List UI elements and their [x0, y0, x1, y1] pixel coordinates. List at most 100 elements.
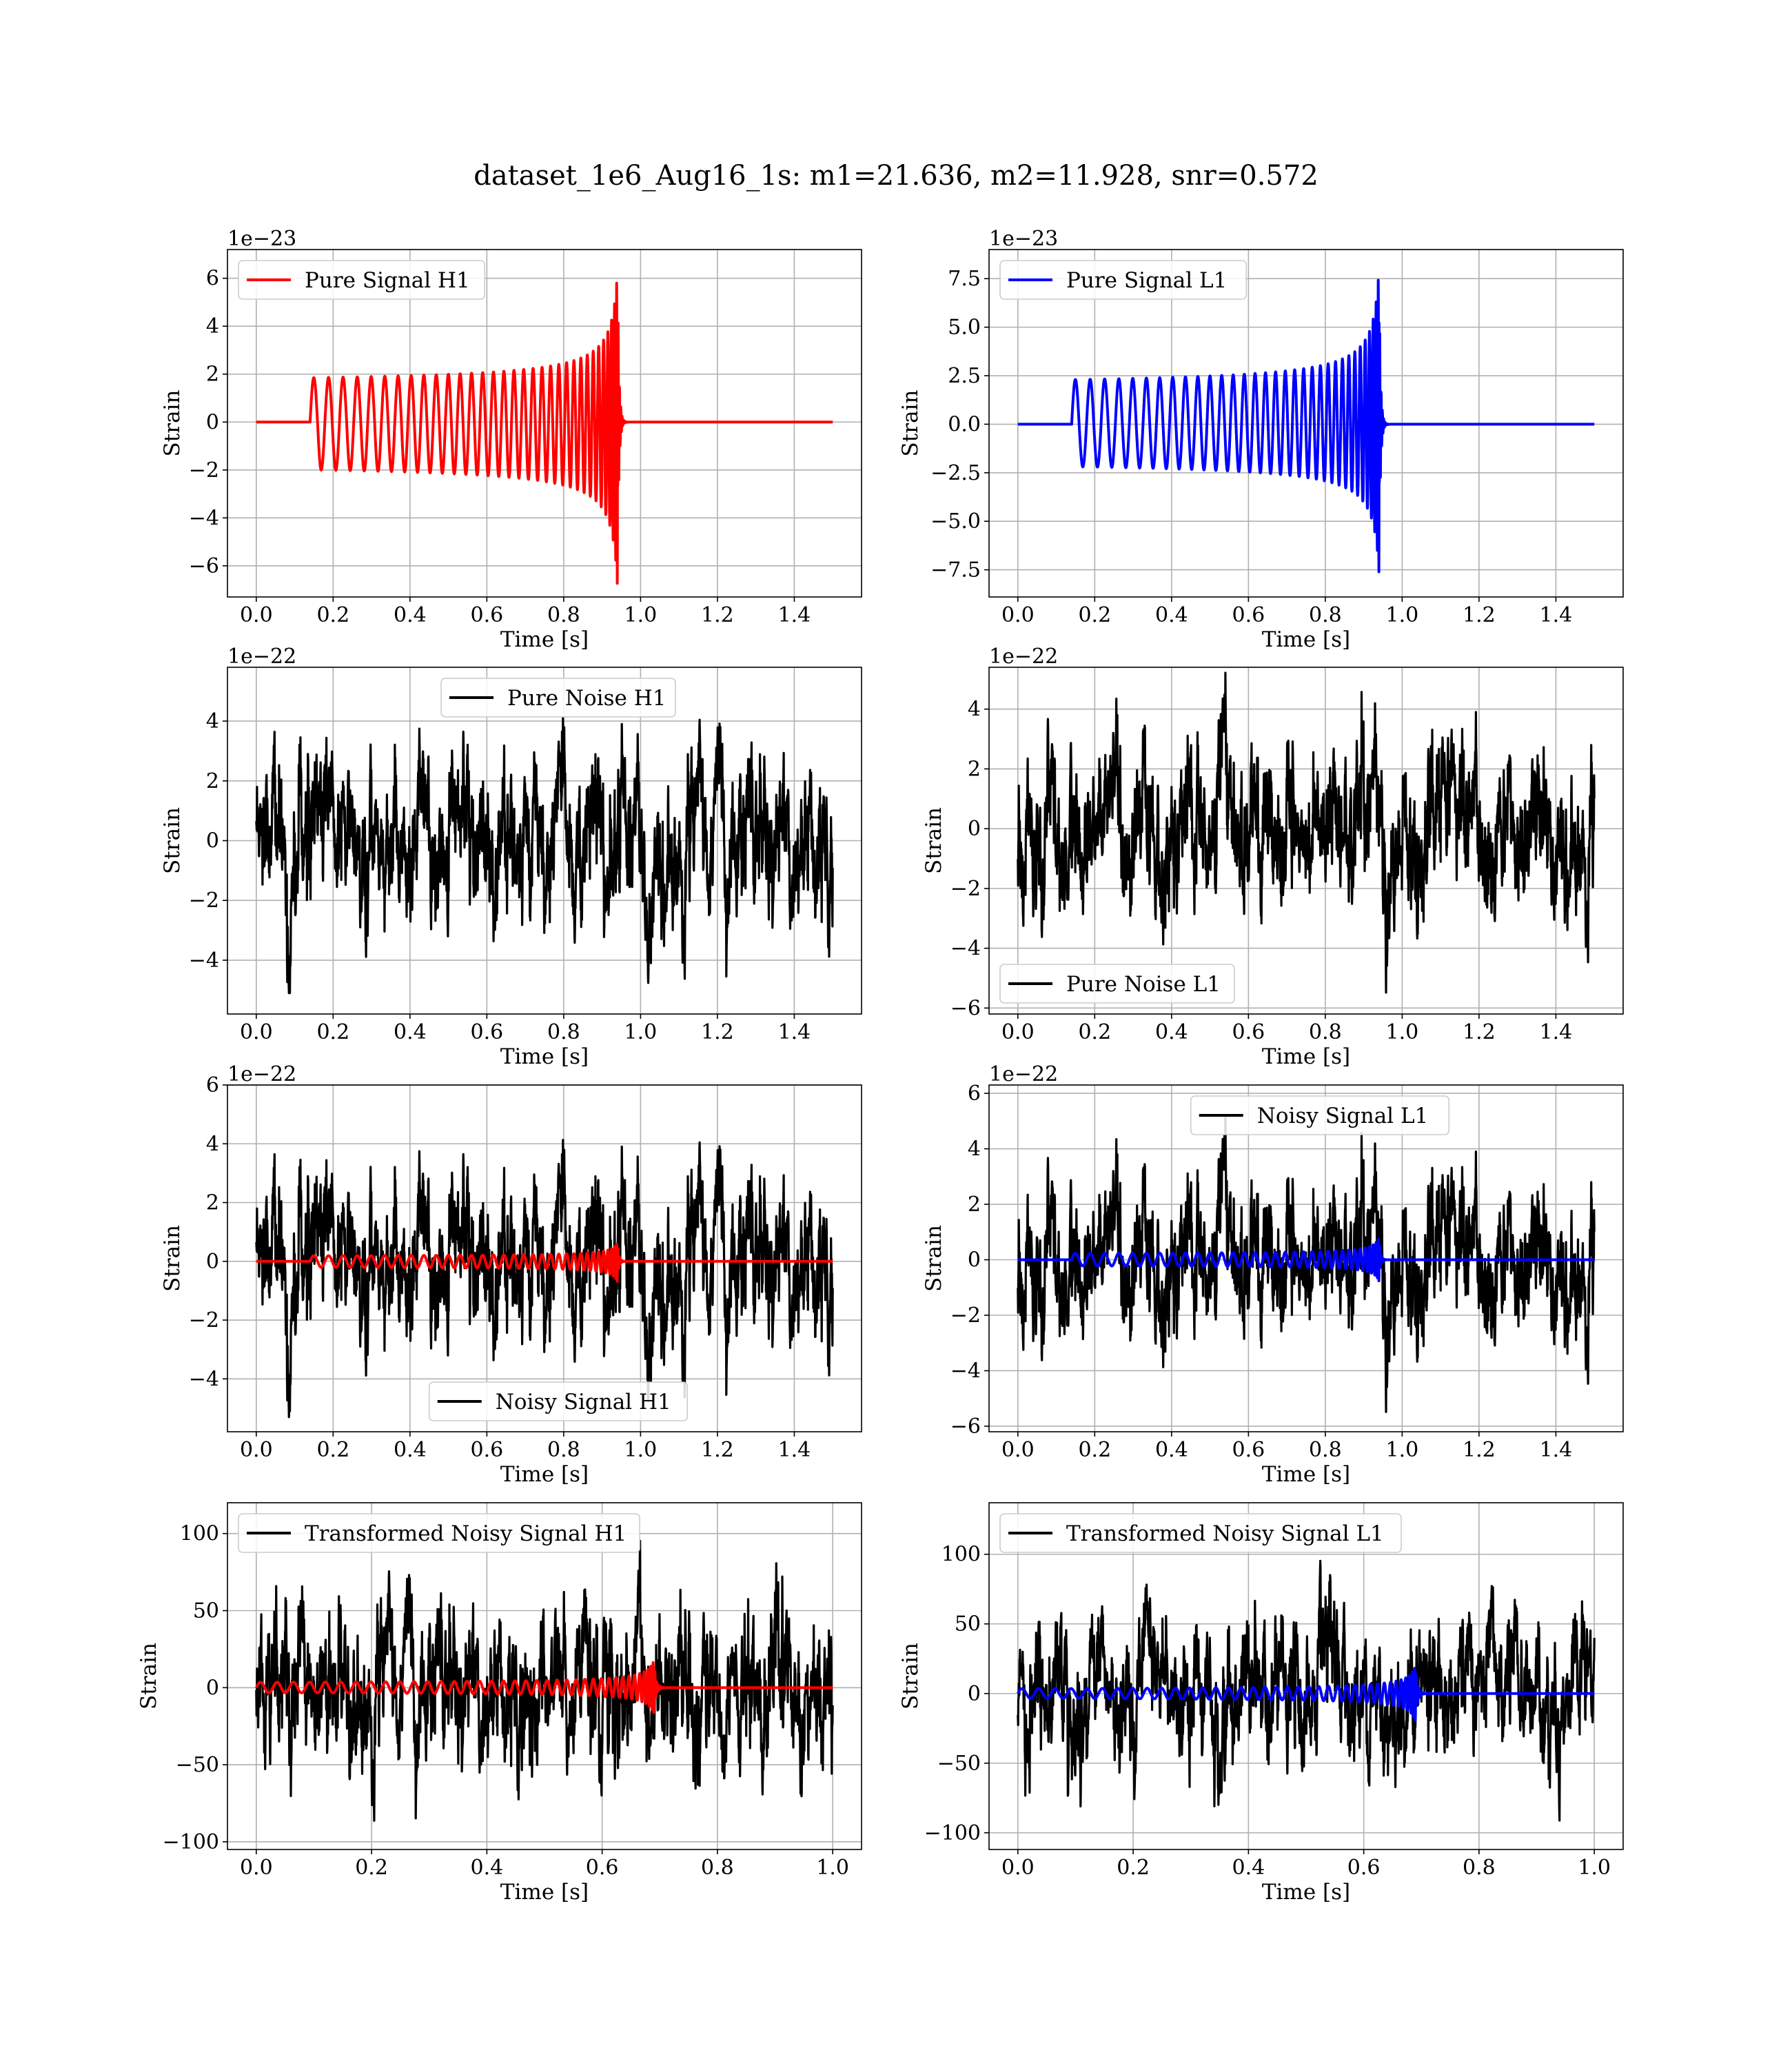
- y-tick-label: 50: [193, 1599, 219, 1623]
- subplot-6: 0.0 0.2 0.4 0.6 0.8 1.0 1.2 1.4 −6 −4 −2 0 2 4 6 Time […: [922, 1062, 1624, 1487]
- axes-frame: [227, 249, 862, 598]
- y-tick-label: 4: [968, 1137, 981, 1162]
- axes-frame: [988, 249, 1624, 598]
- legend: Pure Signal L1: [999, 260, 1248, 300]
- x-axis-label: Time [s]: [500, 1462, 589, 1487]
- x-tick-label: 0.2: [355, 1856, 388, 1880]
- x-tick-label: 0.4: [1232, 1856, 1265, 1880]
- legend: Pure Signal H1: [238, 260, 486, 300]
- y-tick-label: −2: [189, 1308, 219, 1332]
- x-tick-label: 0.6: [586, 1856, 619, 1880]
- subplot-5: 0.0 0.2 0.4 0.6 0.8 1.0 1.2 1.4 −4 −2 0 2 4 6 Time [s]…: [160, 1062, 862, 1487]
- x-tick-label: 0.0: [1001, 1856, 1035, 1880]
- subplot-8: 0.0 0.2 0.4 0.6 0.8 1.0 −100 −50 0 50 100 Time [s] S…: [898, 1502, 1624, 1905]
- x-tick-label: 0.6: [1232, 1438, 1265, 1462]
- x-tick-label: 0.0: [1001, 603, 1035, 627]
- x-tick-label: 0.4: [394, 1438, 427, 1462]
- axes-frame: [988, 1084, 1624, 1432]
- x-tick-label: 1.2: [701, 1020, 734, 1044]
- x-tick-label: 0.2: [1078, 603, 1111, 627]
- series-line-2: [1017, 1667, 1595, 1722]
- x-tick-label: 0.6: [1347, 1856, 1381, 1880]
- y-tick-label: 0.0: [948, 412, 981, 436]
- y-tick-label: −6: [950, 1415, 981, 1439]
- x-tick-label: 1.2: [1463, 1020, 1496, 1044]
- x-tick-label: 0.4: [1155, 1438, 1188, 1462]
- x-tick-label: 0.0: [240, 1020, 273, 1044]
- y-tick-label: −2: [189, 458, 219, 483]
- y-axis-label: Strain: [160, 390, 185, 457]
- subplot-4: 0.0 0.2 0.4 0.6 0.8 1.0 1.2 1.4 −6 −4 −2 0 2 4 Time [s…: [922, 645, 1624, 1069]
- figure-title: dataset_1e6_Aug16_1s: m1=21.636, m2=11.9…: [474, 160, 1318, 192]
- x-tick-label: 1.0: [816, 1856, 849, 1880]
- x-tick-label: 0.4: [1155, 603, 1188, 627]
- x-tick-label: 0.2: [1078, 1438, 1111, 1462]
- y-tick-label: −2.5: [930, 461, 981, 485]
- x-tick-label: 0.2: [316, 1438, 349, 1462]
- legend-box: [999, 260, 1248, 300]
- x-tick-label: 1.4: [1540, 1438, 1573, 1462]
- x-tick-label: 0.0: [1001, 1438, 1035, 1462]
- legend: Pure Noise L1: [999, 964, 1235, 1004]
- legend-label: Noisy Signal L1: [1257, 1104, 1429, 1128]
- x-tick-label: 1.0: [624, 603, 658, 627]
- y-tick-label: −2: [950, 1304, 981, 1328]
- x-tick-label: 1.2: [701, 603, 734, 627]
- x-axis-label: Time [s]: [1262, 627, 1350, 652]
- y-tick-label: −100: [163, 1830, 219, 1854]
- x-axis-label: Time [s]: [500, 1880, 589, 1905]
- legend: Transformed Noisy Signal L1: [999, 1513, 1402, 1553]
- y-tick-label: 4: [968, 698, 981, 722]
- y-tick-label: −100: [924, 1821, 981, 1845]
- x-tick-label: 0.8: [1309, 1020, 1342, 1044]
- y-axis-label: Strain: [898, 1643, 923, 1710]
- legend-label: Pure Noise H1: [507, 686, 666, 711]
- y-tick-label: 0: [206, 410, 219, 434]
- x-tick-label: 1.0: [1386, 1438, 1419, 1462]
- x-tick-label: 0.4: [394, 603, 427, 627]
- y-axis-label: Strain: [922, 807, 946, 874]
- subplot-1: 0.0 0.2 0.4 0.6 0.8 1.0 1.2 1.4 −6 −4 −2 0 2 4 6 Time […: [160, 227, 862, 652]
- x-tick-label: 0.8: [547, 1020, 580, 1044]
- y-tick-label: 2.5: [948, 364, 981, 388]
- legend-label: Pure Signal L1: [1066, 268, 1227, 293]
- y-tick-label: 0: [206, 1676, 219, 1700]
- x-tick-label: 1.0: [624, 1438, 658, 1462]
- series-line-1: [255, 1139, 834, 1419]
- x-axis-label: Time [s]: [1262, 1462, 1350, 1487]
- x-tick-label: 0.0: [240, 603, 273, 627]
- y-tick-label: 6: [968, 1082, 981, 1106]
- y-tick-label: −4: [189, 1367, 219, 1391]
- x-tick-label: 1.0: [1386, 1020, 1419, 1044]
- x-tick-label: 1.0: [624, 1020, 658, 1044]
- y-axis-label: Strain: [136, 1643, 161, 1710]
- x-tick-label: 0.8: [547, 603, 580, 627]
- x-tick-label: 0.4: [394, 1020, 427, 1044]
- y-tick-label: 6: [206, 267, 219, 291]
- series-line-1: [256, 281, 833, 585]
- legend-label: Pure Signal H1: [305, 268, 470, 293]
- x-tick-label: 0.2: [1117, 1856, 1150, 1880]
- series-line-2: [255, 1661, 833, 1714]
- y-tick-label: 0: [968, 1248, 981, 1273]
- axes-frame: [227, 1502, 862, 1850]
- legend-box: [440, 678, 676, 718]
- x-axis-label: Time [s]: [500, 627, 589, 652]
- y-axis-label: Strain: [922, 1225, 946, 1292]
- offset-text: 1e−22: [989, 1062, 1058, 1086]
- x-tick-label: 0.8: [1309, 603, 1342, 627]
- legend: Noisy Signal L1: [1190, 1095, 1450, 1135]
- y-tick-label: 7.5: [948, 267, 981, 291]
- y-tick-label: 4: [206, 314, 219, 338]
- y-tick-label: 0: [206, 1250, 219, 1274]
- x-tick-label: 0.4: [471, 1856, 504, 1880]
- x-tick-label: 1.4: [778, 1020, 811, 1044]
- y-axis-label: Strain: [160, 807, 185, 874]
- x-tick-label: 0.2: [316, 603, 349, 627]
- x-tick-label: 1.4: [1540, 603, 1573, 627]
- x-tick-label: 0.6: [471, 1020, 504, 1044]
- x-axis-label: Time [s]: [1262, 1880, 1350, 1905]
- subplot-3: 0.0 0.2 0.4 0.6 0.8 1.0 1.2 1.4 −4 −2 0 2 4 Time [s] S…: [160, 645, 862, 1069]
- x-tick-label: 1.2: [701, 1438, 734, 1462]
- subplot-2: 0.0 0.2 0.4 0.6 0.8 1.0 1.2 1.4 −7.5 −5.0 −2.5 0.0 2…: [898, 227, 1624, 652]
